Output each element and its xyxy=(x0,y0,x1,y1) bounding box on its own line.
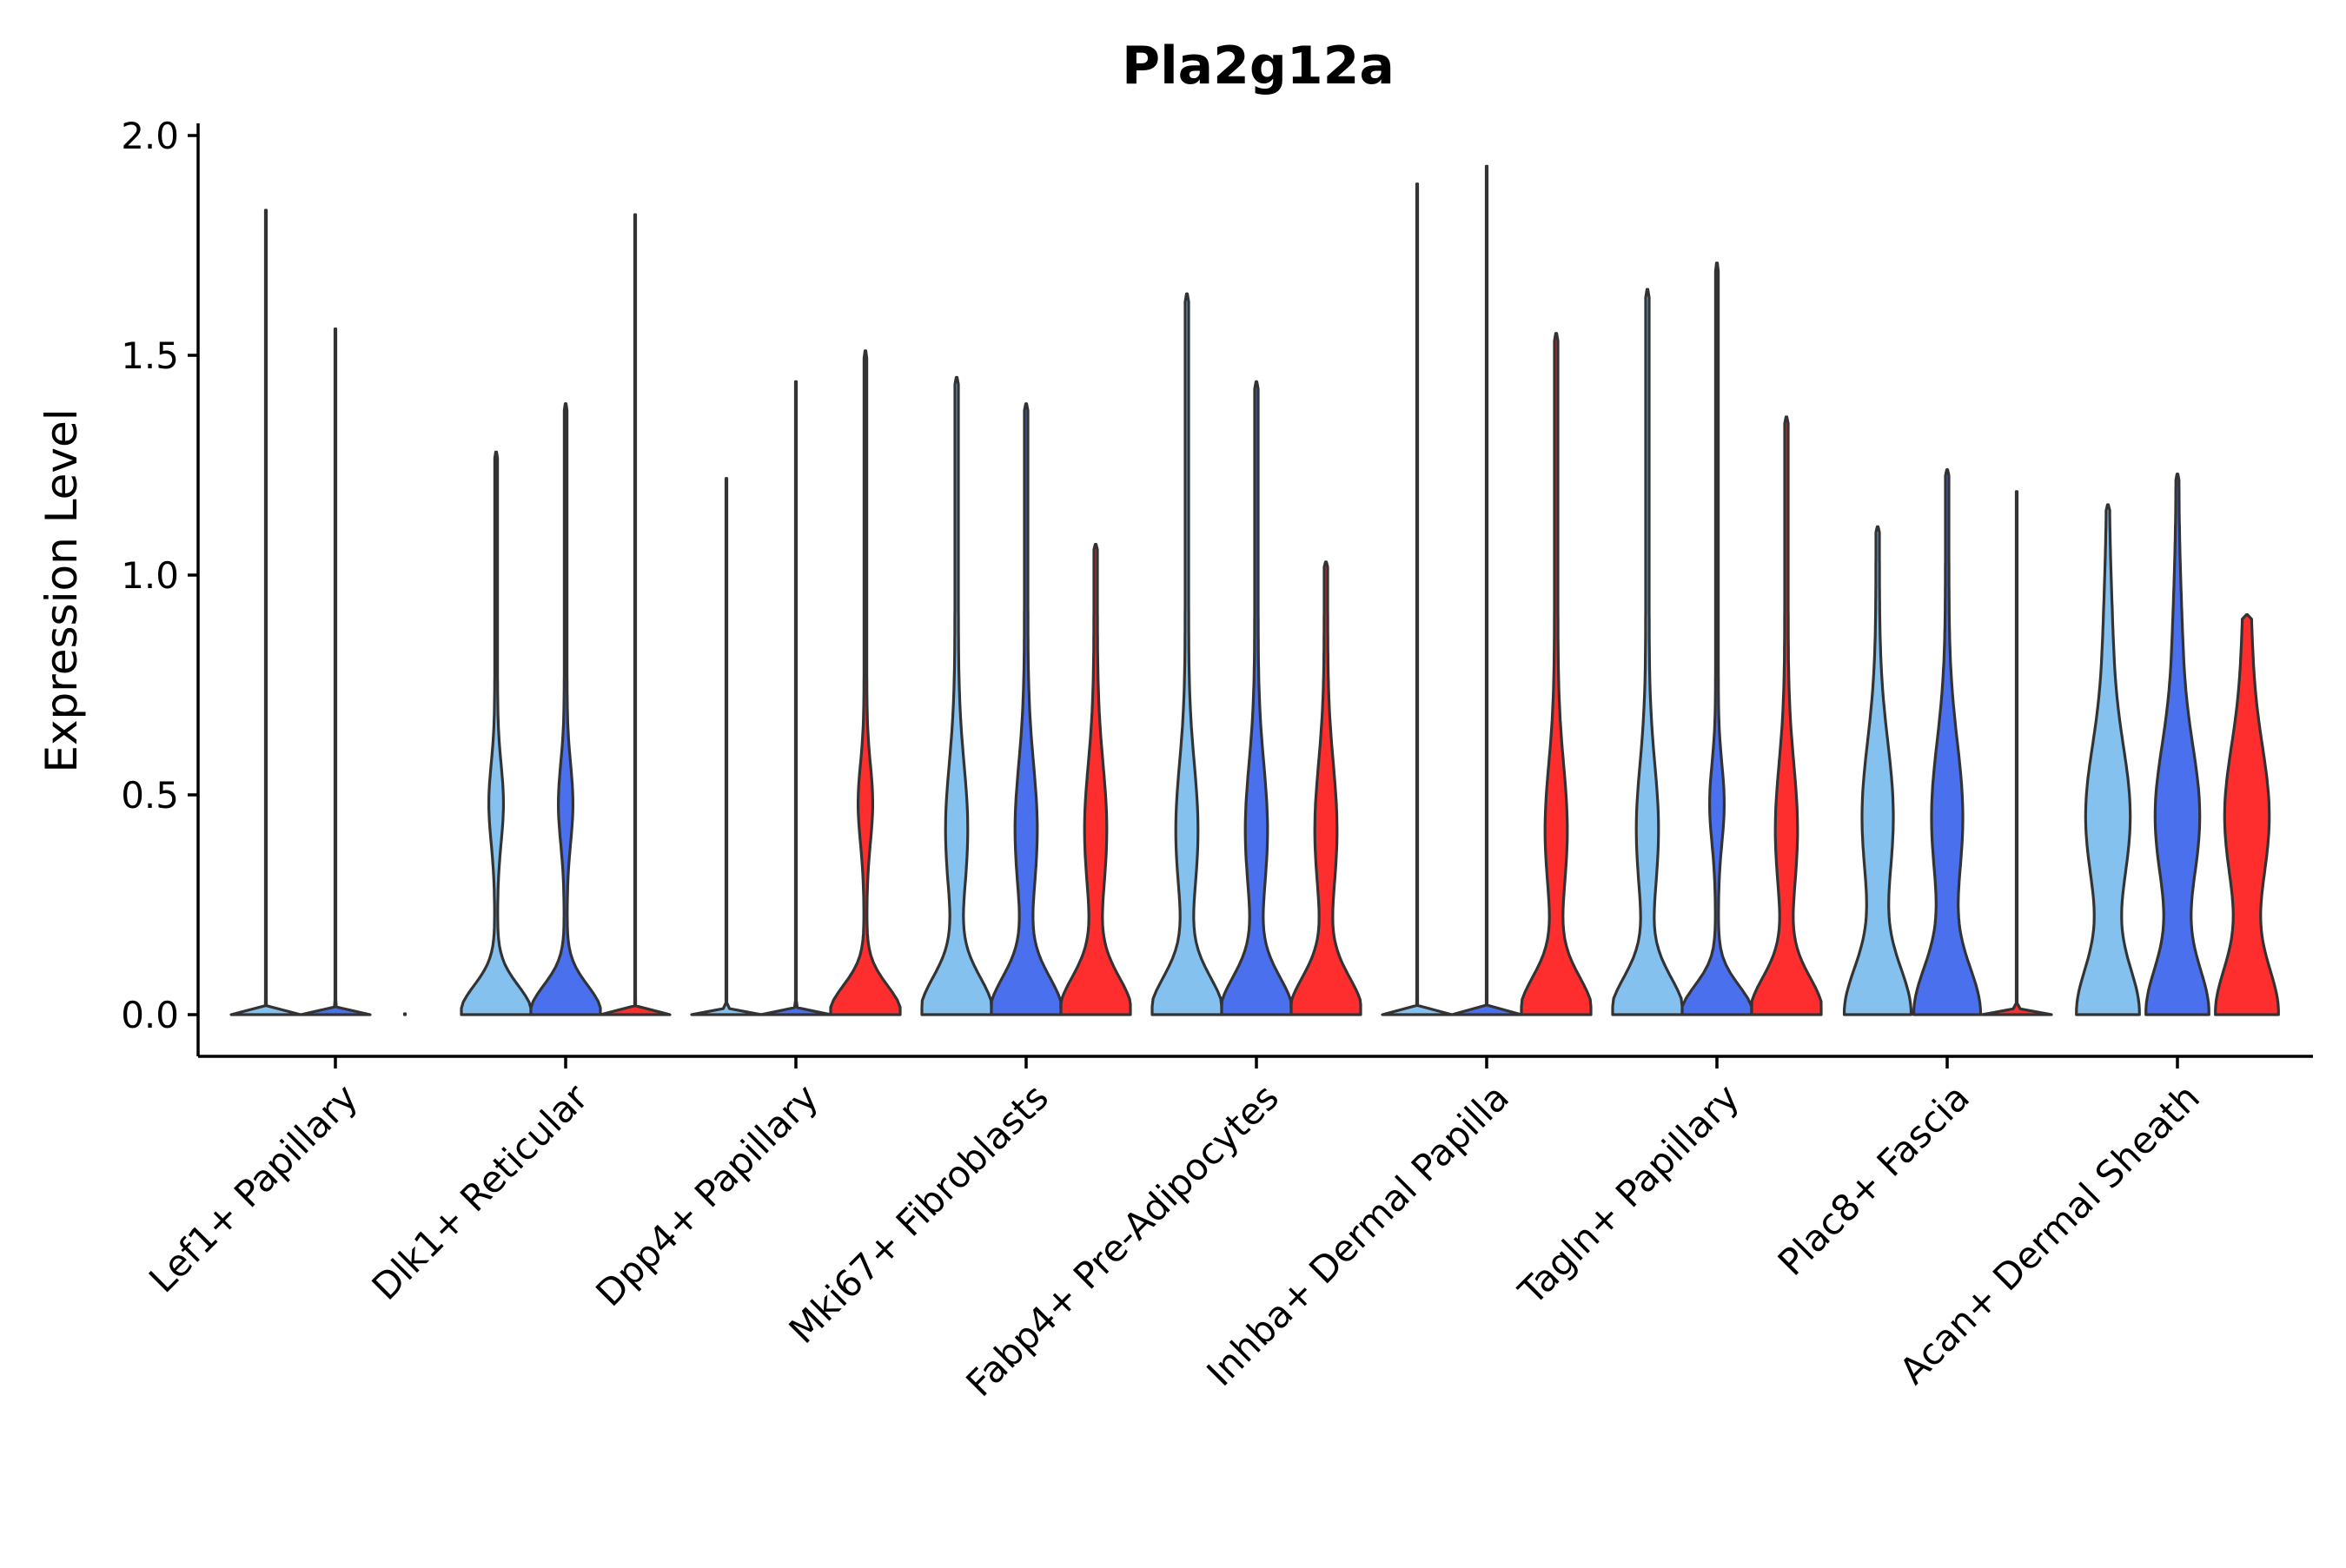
violin-5-1 xyxy=(1150,292,1223,1016)
y-tick-label-3: 1.5 xyxy=(121,334,179,377)
violin-6-1 xyxy=(1381,182,1454,1016)
violin-1-1 xyxy=(229,208,302,1016)
violin-4-2 xyxy=(990,402,1063,1016)
violin-4-3 xyxy=(1059,543,1132,1016)
violin-9-3 xyxy=(2214,612,2280,1016)
violin-3-2 xyxy=(759,380,832,1016)
x-tick-label-1: Dlk1+ Reticular xyxy=(364,1075,597,1308)
chart-title: Pla2g12a xyxy=(1122,36,1395,96)
y-tick-label-0: 0.0 xyxy=(121,994,179,1036)
y-tick-label-4: 2.0 xyxy=(121,115,179,157)
violin-8-2 xyxy=(1912,468,1983,1016)
x-tick-label-7: Plac8+ Fascia xyxy=(1770,1075,1978,1283)
x-tick-label-2: Dpp4+ Papillary xyxy=(587,1075,826,1314)
violin-8-1 xyxy=(1842,525,1913,1016)
violin-6-3 xyxy=(1520,332,1593,1016)
x-tick-label-0: Lef1+ Papillary xyxy=(141,1075,366,1300)
violin-3-1 xyxy=(690,477,763,1016)
violin-8-3 xyxy=(1980,490,2053,1016)
x-tick-label-6: Tagln+ Papillary xyxy=(1510,1075,1747,1313)
violin-1-3 xyxy=(402,1012,408,1016)
violin-5-2 xyxy=(1220,380,1293,1016)
violin-7-1 xyxy=(1611,288,1684,1016)
violin-7-2 xyxy=(1680,261,1753,1016)
violin-1-2 xyxy=(299,327,372,1016)
violins-layer xyxy=(229,164,2280,1016)
violin-5-3 xyxy=(1289,560,1362,1016)
y-axis-label: Expression Level xyxy=(36,408,87,772)
x-tick-label-3: Mki67+ Fibroblasts xyxy=(781,1075,1057,1351)
violin-3-3 xyxy=(829,349,902,1016)
y-tick-label-1: 0.5 xyxy=(121,774,179,817)
violin-9-2 xyxy=(2144,473,2210,1016)
violin-2-1 xyxy=(460,450,533,1016)
violin-2-3 xyxy=(599,213,672,1016)
violin-4-1 xyxy=(920,375,993,1016)
violin-9-1 xyxy=(2075,503,2141,1016)
violin-2-2 xyxy=(529,402,602,1016)
violin-6-2 xyxy=(1450,164,1523,1016)
violin-7-3 xyxy=(1750,415,1823,1016)
y-tick-label-2: 1.0 xyxy=(121,554,179,597)
